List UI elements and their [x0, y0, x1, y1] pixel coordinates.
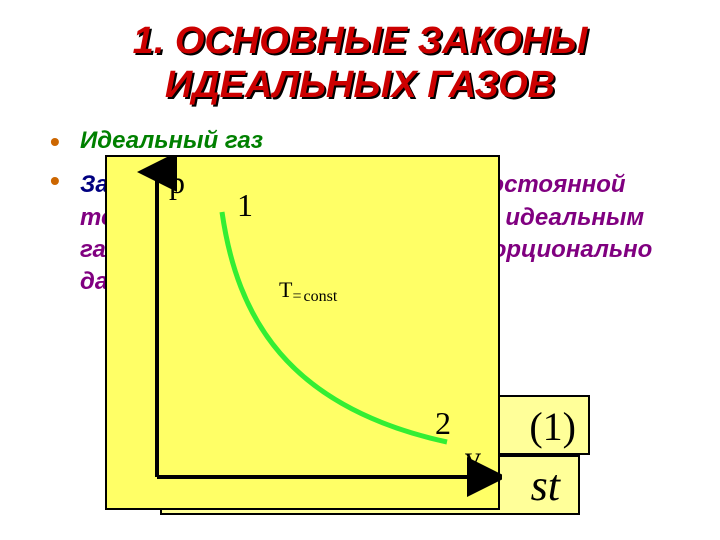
title-line1: 1. ОСНОВНЫЕ ЗАКОНЫ [133, 20, 588, 62]
title-front: 1. ОСНОВНЫЕ ЗАКОНЫ ИДЕАЛЬНЫХ ГАЗОВ [40, 20, 680, 107]
slide: 1. ОСНОВНЫЕ ЗАКОНЫ ИДЕАЛЬНЫХ ГАЗОВ 1. ОС… [0, 0, 720, 540]
title-line2: ИДЕАЛЬНЫХ ГАЗОВ [165, 64, 555, 106]
const-const: const [303, 288, 337, 305]
bullet-1: Идеальный газ [50, 125, 680, 157]
const-label: T=const [279, 277, 337, 306]
y-axis-label: p [169, 164, 185, 201]
const-t: T [279, 277, 292, 302]
isotherm-curve [222, 212, 447, 442]
x-axis-label: v [465, 439, 481, 476]
equation-2-partial: st [531, 460, 560, 511]
slide-title: 1. ОСНОВНЫЕ ЗАКОНЫ ИДЕАЛЬНЫХ ГАЗОВ 1. ОС… [40, 20, 680, 107]
const-eq: = [292, 288, 301, 305]
point-2-label: 2 [435, 405, 451, 442]
point-1-label: 1 [237, 187, 253, 224]
pv-graph-svg [107, 157, 502, 512]
equation-1-number: (1) [529, 403, 576, 450]
pv-graph-box: p v 1 2 T=const [105, 155, 500, 510]
bullet1-text: Идеальный газ [80, 127, 263, 154]
